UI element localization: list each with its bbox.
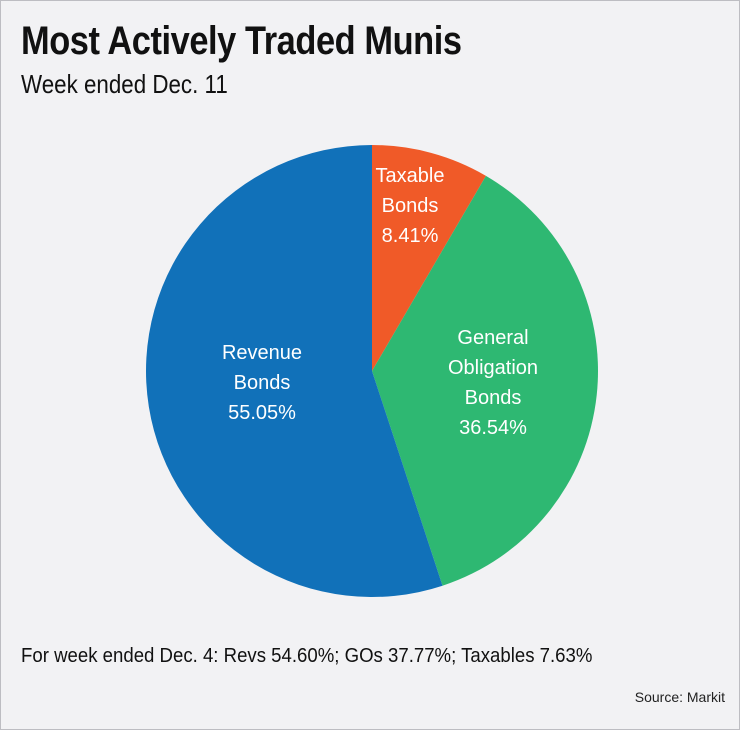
category-label: Taxable Bonds [375, 165, 445, 217]
value-label: 36.54% [459, 417, 527, 439]
slice-label: General Obligation Bonds 36.54% [438, 323, 548, 443]
slice-label: Revenue Bonds 55.05% [217, 338, 307, 428]
chart-title: Most Actively Traded Munis [21, 19, 462, 63]
pie-slice [146, 145, 443, 597]
pie-slice [372, 175, 599, 586]
chart-subtitle: Week ended Dec. 11 [21, 69, 228, 99]
value-label: 8.41% [381, 225, 439, 247]
pie-slice [372, 145, 486, 371]
category-label: Revenue Bonds [221, 342, 303, 394]
pie [146, 145, 599, 597]
source: Source: Markit [634, 689, 725, 705]
category-label: General Obligation Bonds [447, 327, 539, 409]
value-label: 55.05% [228, 402, 296, 424]
note: For week ended Dec. 4: Revs 54.60%; GOs … [21, 645, 593, 667]
slice-label: Taxable Bonds 8.41% [370, 161, 450, 251]
